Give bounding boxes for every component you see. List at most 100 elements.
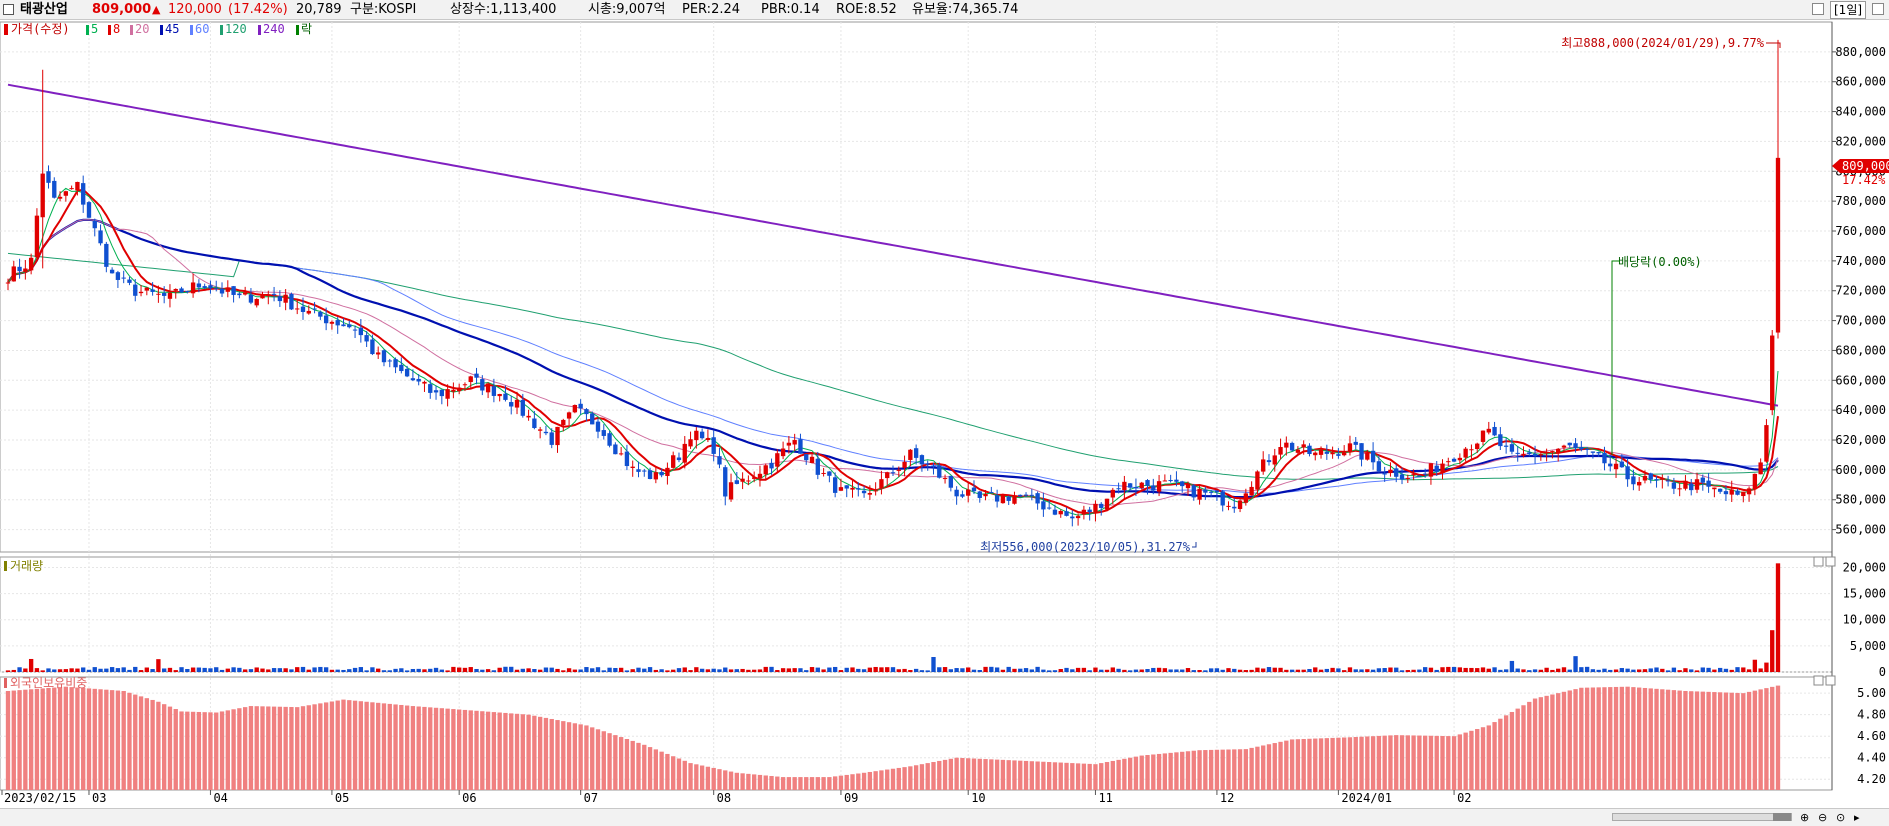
candle-body xyxy=(948,475,954,488)
foreign-ratio-bar xyxy=(584,725,589,790)
volume-bar xyxy=(699,668,705,672)
candle-body xyxy=(543,431,549,434)
volume-bar xyxy=(52,669,57,672)
foreign-ratio-bar xyxy=(1278,741,1283,790)
candle-body xyxy=(937,465,942,478)
volume-bar xyxy=(1330,667,1335,672)
candle-body xyxy=(896,469,901,471)
stock-name[interactable]: 태광산업 xyxy=(20,2,68,17)
foreign-ratio-bar xyxy=(1394,735,1399,790)
foreign-ratio-bar xyxy=(1631,687,1636,790)
volume-bar xyxy=(34,668,40,672)
candle-body xyxy=(861,490,867,494)
candle-body xyxy=(1330,452,1335,455)
foreign-ratio-bar xyxy=(1353,736,1358,790)
foreign-ratio-bar xyxy=(1660,689,1665,790)
foreign-ratio-bar xyxy=(5,690,11,790)
candle-body xyxy=(439,389,444,397)
foreign-ratio-bar xyxy=(1417,735,1422,790)
volume-bar xyxy=(711,668,716,672)
foreign-ratio-bar xyxy=(196,711,202,790)
legend-ma-swatch xyxy=(108,25,111,35)
candle-body xyxy=(1237,500,1243,509)
zoom-out-icon[interactable]: ⊖ xyxy=(1818,811,1828,824)
candle-body xyxy=(757,473,763,479)
candle-body xyxy=(885,472,890,479)
candle-body xyxy=(271,293,277,295)
foreign-ratio-bar xyxy=(775,776,780,790)
foreign-ratio-bar xyxy=(1220,749,1225,790)
volume-bar xyxy=(1608,669,1613,672)
volume-bar xyxy=(561,670,566,672)
foreign-ratio-bar xyxy=(671,756,676,790)
foreign-ratio-bar xyxy=(179,711,184,790)
volume-bar xyxy=(190,667,196,672)
volume-bar xyxy=(757,669,763,672)
volume-bar xyxy=(526,668,531,672)
zoom-in-icon[interactable]: ⊕ xyxy=(1800,811,1810,824)
foreign-ratio-bar xyxy=(208,712,213,790)
price-tick-label: 760,000 xyxy=(1835,224,1886,238)
zoom-reset-icon[interactable]: ⊙ xyxy=(1836,811,1846,824)
candle-body xyxy=(1729,489,1734,495)
candle-body xyxy=(237,293,242,296)
volume-bar xyxy=(266,669,271,672)
candle-body xyxy=(647,470,653,480)
foreign-ratio-bar xyxy=(1446,736,1451,790)
candle-body xyxy=(254,299,259,306)
candle-body xyxy=(607,433,612,446)
price-tick-label: 880,000 xyxy=(1835,45,1886,59)
volume-bar xyxy=(653,669,659,672)
volume-bar xyxy=(723,667,728,672)
candle-body xyxy=(509,402,514,407)
foreign-ratio-bar xyxy=(1775,685,1781,790)
volume-bar xyxy=(156,659,161,672)
foreign-ratio-bar xyxy=(69,687,74,790)
volume-bar xyxy=(688,670,693,672)
foreign-ratio-bar xyxy=(92,688,97,790)
candle-body xyxy=(1735,490,1740,495)
candle-body xyxy=(445,389,450,399)
foreign-ratio-bar xyxy=(769,776,774,790)
volume-bar xyxy=(445,670,450,672)
minimize-icon[interactable] xyxy=(1812,3,1824,15)
foreign-ratio-bar xyxy=(63,686,69,790)
foreign-ratio-bar xyxy=(1064,762,1069,790)
stock-chart[interactable]: 560,000 580,000 600,000 620,000 640,000 660,0… xyxy=(0,20,1889,808)
volume-bar xyxy=(289,669,294,672)
foreign-ratio-bar xyxy=(23,689,28,790)
foreign-ratio-bar xyxy=(416,706,421,790)
candle-body xyxy=(792,440,797,445)
scroll-right-icon[interactable]: ▸ xyxy=(1854,811,1860,824)
candle-body xyxy=(173,288,178,291)
volume-bar xyxy=(844,667,849,672)
volume-bar xyxy=(399,668,404,672)
volume-bar xyxy=(537,669,543,672)
volume-minimize-icon[interactable] xyxy=(1813,556,1824,567)
scroll-bar[interactable]: ⊕ ⊖ ⊙ ▸ xyxy=(0,808,1889,826)
foreign-close-icon[interactable] xyxy=(1825,675,1836,686)
volume-bar xyxy=(1139,669,1144,672)
scroll-thumb[interactable] xyxy=(1773,813,1791,821)
volume-bar xyxy=(607,667,612,672)
foreign-ratio-bar xyxy=(1440,735,1445,790)
volume-bar xyxy=(416,668,421,672)
foreign-ratio-bar xyxy=(1758,689,1763,790)
volume-bar xyxy=(1232,668,1237,672)
volume-bar xyxy=(734,669,739,672)
volume-bar xyxy=(260,668,265,672)
stock-checkbox[interactable] xyxy=(3,4,14,15)
volume-bar xyxy=(1775,563,1781,672)
volume-bar xyxy=(1746,669,1752,672)
volume-close-icon[interactable] xyxy=(1825,556,1836,567)
volume-bar xyxy=(1289,669,1295,672)
scroll-track[interactable] xyxy=(1612,813,1792,821)
candle-body xyxy=(555,426,560,446)
period-button[interactable]: [1일] xyxy=(1830,1,1867,19)
foreign-ratio-bar xyxy=(237,708,242,790)
foreign-minimize-icon[interactable] xyxy=(1813,675,1824,686)
maximize-icon[interactable] xyxy=(1872,3,1884,15)
foreign-ratio-bar xyxy=(358,701,364,790)
foreign-ratio-bar xyxy=(850,774,855,790)
foreign-ratio-bar xyxy=(242,707,248,790)
